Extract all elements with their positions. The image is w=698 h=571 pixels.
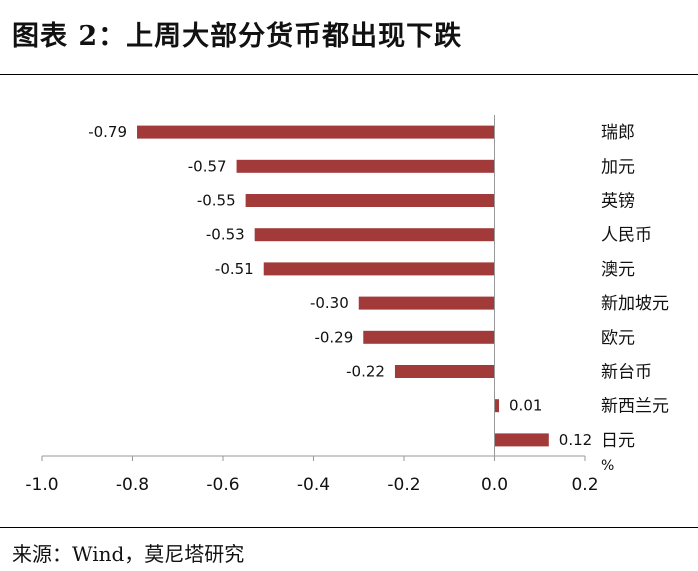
value-label-英镑: -0.55: [197, 192, 236, 210]
x-tick-label: -0.2: [387, 475, 420, 495]
x-tick-label: 0.2: [571, 475, 598, 495]
top-divider: [0, 74, 698, 75]
source-note: 来源：Wind，莫尼塔研究: [12, 542, 245, 566]
value-label-欧元: -0.29: [314, 328, 353, 346]
x-tick-label: -0.6: [206, 475, 239, 495]
value-label-澳元: -0.51: [215, 260, 254, 278]
x-tick-label: -1.0: [25, 475, 58, 495]
bar-加元: [236, 159, 495, 173]
category-label-新加坡元: 新加坡元: [601, 294, 669, 314]
bar-新加坡元: [358, 296, 495, 310]
bar-人民币: [254, 228, 495, 242]
bar-新台币: [394, 365, 495, 378]
bar-chart: -0.79 -0.57 -0.55 -0.53 -0.51 -0.30 -0.29 -0.22…: [25, 115, 669, 495]
category-label-加元: 加元: [601, 157, 635, 177]
bar-欧元: [363, 330, 495, 344]
unit-label: %: [601, 458, 614, 474]
value-label-日元: 0.12: [559, 431, 592, 449]
bar-新西兰元: [494, 399, 500, 413]
value-labels-group: -0.79 -0.57 -0.55 -0.53 -0.51 -0.30 -0.29 -0.22…: [88, 123, 592, 449]
category-label-新台币: 新台币: [601, 363, 652, 383]
category-label-欧元: 欧元: [601, 328, 635, 348]
category-label-瑞郎: 瑞郎: [601, 123, 635, 143]
value-label-人民币: -0.53: [206, 226, 245, 244]
bar-澳元: [263, 262, 495, 276]
value-label-新台币: -0.22: [346, 363, 385, 381]
bar-英镑: [245, 194, 495, 207]
x-ticks-group: -1.0 -0.8 -0.6 -0.4 -0.2 0.0 0.2: [25, 456, 599, 495]
value-label-新加坡元: -0.30: [310, 294, 349, 312]
bottom-divider: [0, 527, 698, 528]
category-label-英镑: 英镑: [601, 192, 635, 212]
value-label-新西兰元: 0.01: [509, 397, 542, 415]
value-label-加元: -0.57: [188, 157, 227, 175]
category-label-日元: 日元: [601, 431, 635, 451]
category-label-澳元: 澳元: [601, 260, 635, 280]
x-tick-label: -0.4: [297, 475, 330, 495]
bar-日元: [494, 433, 549, 447]
x-tick-label: 0.0: [481, 475, 508, 495]
category-label-新西兰元: 新西兰元: [601, 397, 669, 417]
value-label-瑞郎: -0.79: [88, 123, 127, 141]
bars-group: [137, 125, 549, 447]
category-label-人民币: 人民币: [601, 226, 652, 246]
bar-瑞郎: [137, 125, 495, 139]
x-tick-label: -0.8: [116, 475, 149, 495]
chart-title: 图表 2：上周大部分货币都出现下跌: [12, 21, 463, 52]
